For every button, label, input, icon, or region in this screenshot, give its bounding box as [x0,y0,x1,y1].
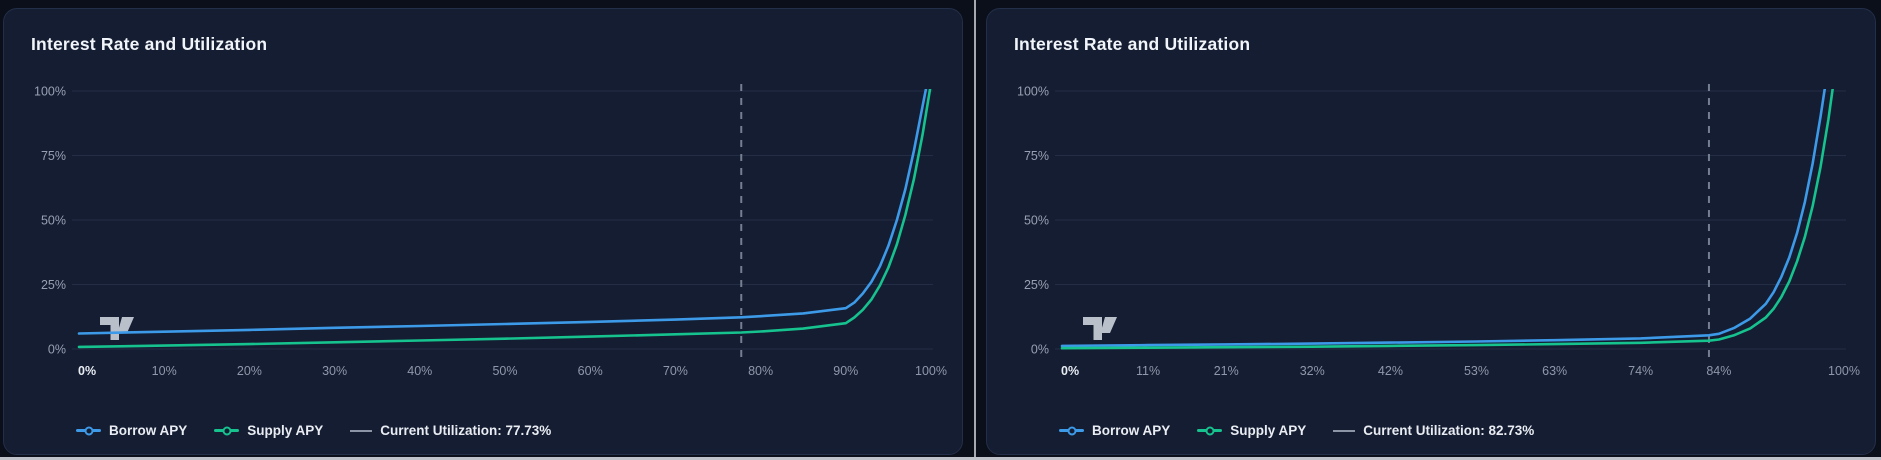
x-axis-label: 70% [663,364,688,378]
x-axis-label: 90% [833,364,858,378]
x-axis-label: 30% [322,364,347,378]
x-axis-label: 100% [915,364,947,378]
supply-apy-legend-icon [214,424,240,437]
legend-item-borrow-apy[interactable]: Borrow APY [76,423,187,438]
borrow-apy-legend-icon [76,424,101,437]
page-bottom-edge [0,457,1881,460]
x-axis-label: 11% [1136,364,1160,378]
legend-item-supply-apy[interactable]: Supply APY [214,423,323,438]
x-axis-label: 40% [407,364,432,378]
interest-rate-utilization-chart[interactable]: 0% 25% 50% 75% 100% 0% 10% 20% 30% 40% 50% 60% 70% 80… [4,71,962,401]
borrow-apy-legend-icon [1059,424,1084,437]
y-axis-label: 50% [1024,213,1049,227]
x-axis-label: 0% [78,364,96,378]
x-axis-label: 60% [578,364,603,378]
supply-apy-line [77,89,932,349]
legend-label: Supply APY [1230,423,1307,438]
x-axis-label: 0% [1061,364,1079,378]
legend-label: Current Utilization: 82.73% [1363,423,1535,438]
x-axis-label: 21% [1214,364,1239,378]
y-axis-label: 25% [41,278,66,292]
legend-label: Borrow APY [1092,423,1171,438]
panel-divider [974,0,976,460]
legend-item-current-utilization[interactable]: Current Utilization: 77.73% [350,423,551,438]
chart-legend: Borrow APY Supply APY Current Utilizatio… [76,423,551,438]
y-axis-label: 50% [41,213,66,227]
y-axis-label: 0% [1031,342,1049,356]
supply-apy-legend-icon [1197,424,1223,437]
legend-item-supply-apy[interactable]: Supply APY [1197,423,1306,438]
x-axis-label: 42% [1378,364,1403,378]
utilization-legend-icon [350,429,373,432]
y-axis-label: 100% [1017,84,1049,98]
borrow-apy-line [1060,89,1827,348]
x-axis-label: 74% [1628,364,1653,378]
y-axis-label: 0% [48,342,66,356]
chart-legend: Borrow APY Supply APY Current Utilizatio… [1059,423,1534,438]
x-axis-label: 10% [152,364,177,378]
tradingview-watermark-icon [1083,317,1117,340]
interest-rate-card-left: Interest Rate and Utilization 0% 25% 50% 75… [3,8,963,455]
legend-label: Supply APY [247,423,324,438]
y-axis-label: 25% [1024,278,1049,292]
tradingview-watermark-icon [100,317,134,340]
y-axis-label: 75% [1024,149,1049,163]
x-axis-label: 100% [1828,364,1860,378]
x-axis-label: 63% [1542,364,1567,378]
interest-rate-card-right: Interest Rate and Utilization 0% 25% 50% 75… [986,8,1876,455]
chart-title: Interest Rate and Utilization [31,34,268,54]
x-axis-label: 50% [492,364,517,378]
supply-apy-line [1060,89,1834,350]
x-axis-label: 32% [1300,364,1325,378]
utilization-legend-icon [1333,429,1356,432]
x-axis-label: 84% [1706,364,1731,378]
legend-label: Current Utilization: 77.73% [380,423,552,438]
legend-item-current-utilization[interactable]: Current Utilization: 82.73% [1333,423,1534,438]
x-axis-label: 80% [748,364,773,378]
borrow-apy-line [77,89,928,335]
chart-title: Interest Rate and Utilization [1014,34,1251,54]
legend-label: Borrow APY [109,423,188,438]
y-axis-label: 75% [41,149,66,163]
x-axis-label: 53% [1464,364,1489,378]
interest-rate-utilization-chart[interactable]: 0% 25% 50% 75% 100% 0% 11% 21% 32% 42% 53% 63% 74% 84… [987,71,1875,401]
y-axis-label: 100% [34,84,66,98]
x-axis-label: 20% [237,364,262,378]
legend-item-borrow-apy[interactable]: Borrow APY [1059,423,1170,438]
